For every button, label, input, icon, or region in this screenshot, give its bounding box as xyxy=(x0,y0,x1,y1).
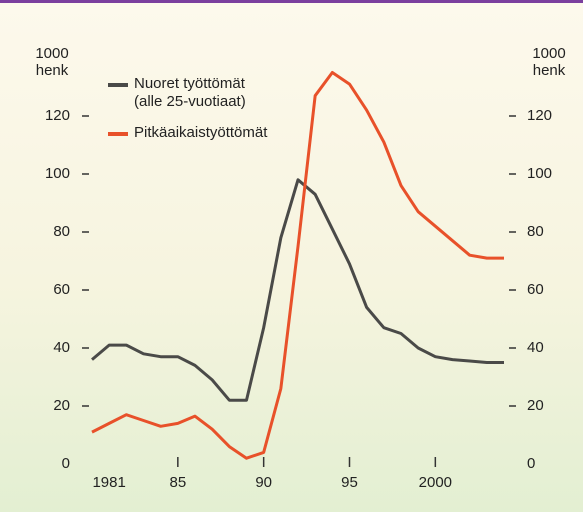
y2-tick-label: 120 xyxy=(527,107,552,124)
x-tick-label: 95 xyxy=(341,474,358,491)
y-tick-label: 120 xyxy=(45,107,70,124)
x-tick-label: 1981 xyxy=(92,474,125,491)
y2-tick-label: 60 xyxy=(527,281,544,298)
y2-tick-label: 80 xyxy=(527,223,544,240)
plot: 0 20 40 60 80 100 120 0 20 40 60 80 100 120 1981 85 90 95… xyxy=(45,71,552,491)
x-tick-label: 90 xyxy=(255,474,272,491)
y-tick-label: 40 xyxy=(53,339,70,356)
y-axis-label: 1000 henk xyxy=(35,45,69,79)
legend-swatch xyxy=(108,132,128,136)
y2-tick-label: 40 xyxy=(527,339,544,356)
y2-tick-label: 0 xyxy=(527,455,535,472)
legend-label: Nuoret työttömät (alle 25-vuotiaat) xyxy=(134,75,246,110)
y-tick-label: 0 xyxy=(62,455,70,472)
y-tick-label: 80 xyxy=(53,223,70,240)
y-tick-label: 100 xyxy=(45,165,70,182)
legend-label: Pitkäaikaistyöttömät xyxy=(134,124,268,141)
y-tick-label: 20 xyxy=(53,397,70,414)
line-series xyxy=(91,178,504,402)
x-tick-label: 2000 xyxy=(419,474,452,491)
y-tick-label: 60 xyxy=(53,281,70,298)
y2-axis-label: 1000 henk xyxy=(532,45,566,79)
y2-tick-label: 20 xyxy=(527,397,544,414)
legend-swatch xyxy=(108,83,128,87)
x-tick-label: 85 xyxy=(169,474,186,491)
line-series xyxy=(91,71,504,460)
y2-tick-label: 100 xyxy=(527,165,552,182)
